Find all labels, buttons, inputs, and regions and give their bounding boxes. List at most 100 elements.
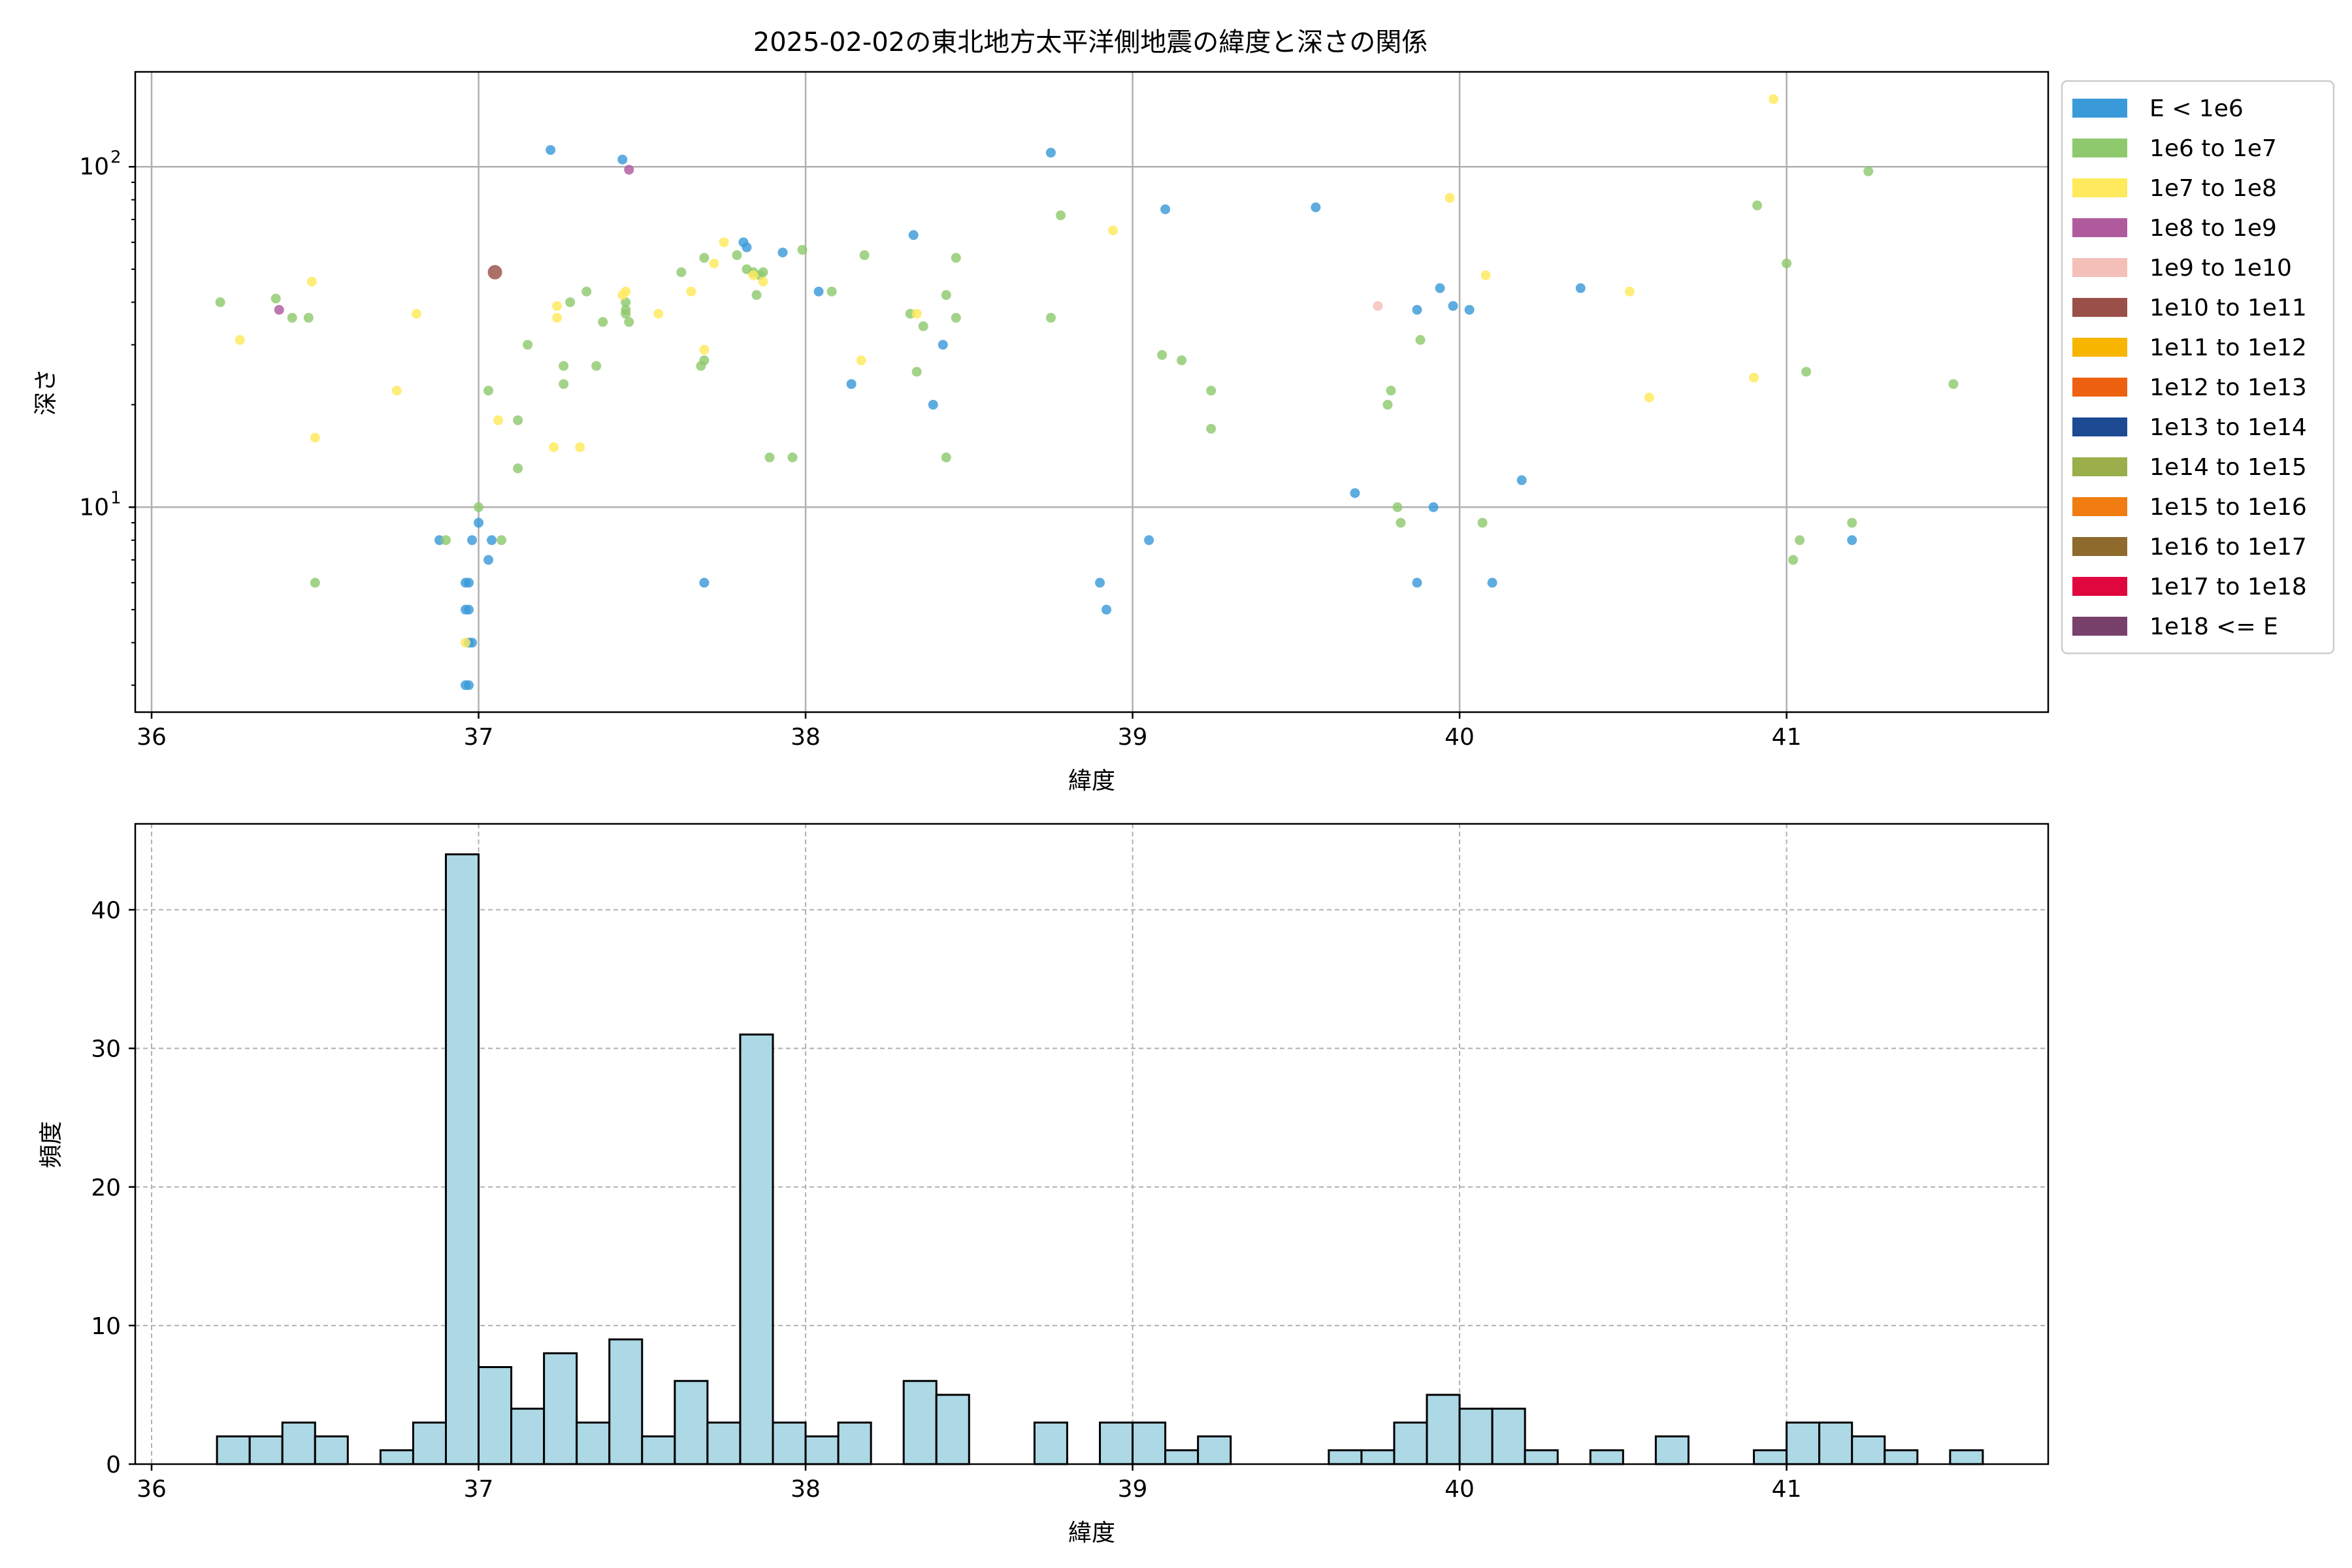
histogram-bar: [641, 1435, 676, 1465]
scatter-point: [758, 276, 768, 287]
histogram-bar: [837, 1421, 872, 1465]
scatter-point: [306, 276, 317, 287]
histogram-x-tick-label: 38: [791, 1476, 821, 1503]
scatter-gridlines: [135, 72, 2048, 712]
scatter-point: [523, 340, 533, 350]
scatter-point: [1782, 258, 1792, 269]
scatter-point: [559, 361, 569, 371]
scatter-point: [1045, 148, 1056, 158]
legend-label: 1e6 to 1e7: [2149, 135, 2277, 162]
scatter-point: [1108, 225, 1119, 236]
scatter-point: [310, 578, 320, 588]
legend-label: 1e9 to 1e10: [2149, 255, 2292, 282]
scatter-point: [1382, 399, 1393, 410]
scatter-point: [581, 286, 592, 297]
histogram-bar: [1786, 1421, 1821, 1465]
scatter-y-tick-label: 10: [79, 494, 109, 521]
scatter-point: [676, 267, 687, 278]
scatter-point: [1480, 270, 1491, 280]
scatter-point: [464, 604, 474, 615]
scatter-point: [552, 301, 563, 311]
scatter-point: [856, 355, 866, 366]
histogram-ticks: 36 37 38 39 40 41 0 10 20 30 40: [91, 898, 1801, 1503]
scatter-point: [846, 379, 857, 389]
histogram-bar: [1949, 1449, 1984, 1465]
histogram-y-tick-label: 10: [91, 1313, 121, 1340]
scatter-point: [911, 367, 922, 377]
scatter-point: [1055, 210, 1066, 221]
histogram-bar: [1132, 1421, 1167, 1465]
scatter-point: [1102, 604, 1112, 615]
histogram-x-tick-label: 40: [1445, 1476, 1475, 1503]
legend-swatch: [2072, 497, 2127, 516]
legend-swatch: [2072, 417, 2127, 436]
histogram-bar: [576, 1421, 611, 1465]
scatter-point: [464, 578, 474, 588]
histogram-panel: 36 37 38 39 40 41 0 10 20 30 40 緯度 頻度: [38, 823, 2050, 1546]
scatter-point: [1752, 200, 1763, 210]
scatter-point: [653, 308, 664, 319]
scatter-point: [1464, 304, 1475, 315]
scatter-point: [621, 308, 631, 319]
scatter-point: [467, 535, 478, 546]
scatter-x-tick-label: 39: [1118, 724, 1148, 751]
scatter-title: 2025-02-02の東北地方太平洋側地震の緯度と深さの関係: [753, 27, 1428, 57]
histogram-bar: [935, 1394, 970, 1465]
scatter-point: [1863, 166, 1874, 176]
histogram-bar: [510, 1407, 546, 1465]
scatter-point: [474, 517, 484, 528]
histogram-axes-frame: [134, 823, 2050, 1465]
legend-label: 1e7 to 1e8: [2149, 175, 2277, 202]
histogram-bar: [281, 1421, 316, 1465]
scatter-point: [928, 399, 938, 410]
scatter-point: [1415, 335, 1426, 345]
histogram-bar: [543, 1352, 578, 1465]
legend-label: 1e18 <= E: [2149, 613, 2278, 640]
legend-swatch: [2072, 218, 2127, 237]
scatter-point: [1428, 502, 1439, 512]
legend-label: 1e16 to 1e17: [2149, 534, 2307, 561]
scatter-point: [797, 244, 808, 255]
histogram-bar: [804, 1435, 840, 1465]
scatter-point: [1847, 535, 1857, 546]
scatter-point: [1045, 312, 1056, 323]
scatter-point: [1386, 385, 1396, 396]
legend-swatch: [2072, 537, 2127, 556]
histogram-y-tick-label: 20: [91, 1175, 121, 1201]
scatter-point: [1644, 392, 1654, 402]
scatter-point: [813, 286, 824, 297]
histogram-bar: [739, 1033, 774, 1465]
scatter-point: [1448, 301, 1458, 311]
scatter-point: [1445, 193, 1455, 203]
scatter-point: [938, 340, 948, 350]
scatter-point: [411, 308, 421, 319]
scatter-point: [911, 308, 922, 319]
scatter-point: [1373, 301, 1383, 311]
scatter-y-tick-label: 10: [79, 154, 109, 180]
scatter-point: [546, 145, 556, 155]
scatter-point: [235, 335, 245, 345]
histogram-bar: [608, 1338, 644, 1465]
scatter-point: [1516, 475, 1527, 485]
histogram-y-axis-label: 頻度: [38, 1121, 65, 1168]
scatter-point: [1948, 379, 1959, 389]
scatter-point: [1477, 517, 1488, 528]
histogram-bar: [706, 1421, 742, 1465]
histogram-bar: [216, 1435, 251, 1465]
scatter-point: [598, 317, 608, 327]
legend: E < 1e6 1e6 to 1e7 1e7 to 1e8 1e8 to 1e9 1e9…: [2061, 80, 2335, 655]
scatter-y-tick-exponent: 1: [110, 488, 122, 508]
scatter-point: [549, 442, 559, 453]
scatter-point: [287, 312, 297, 323]
scatter-point: [391, 385, 402, 396]
histogram-bar: [674, 1380, 709, 1465]
scatter-point: [270, 293, 281, 304]
histogram-bar: [1033, 1421, 1068, 1465]
scatter-point: [497, 535, 507, 546]
legend-swatch: [2072, 258, 2127, 277]
histogram-bar: [772, 1421, 807, 1465]
histogram-bar: [1458, 1407, 1494, 1465]
scatter-point: [951, 312, 961, 323]
